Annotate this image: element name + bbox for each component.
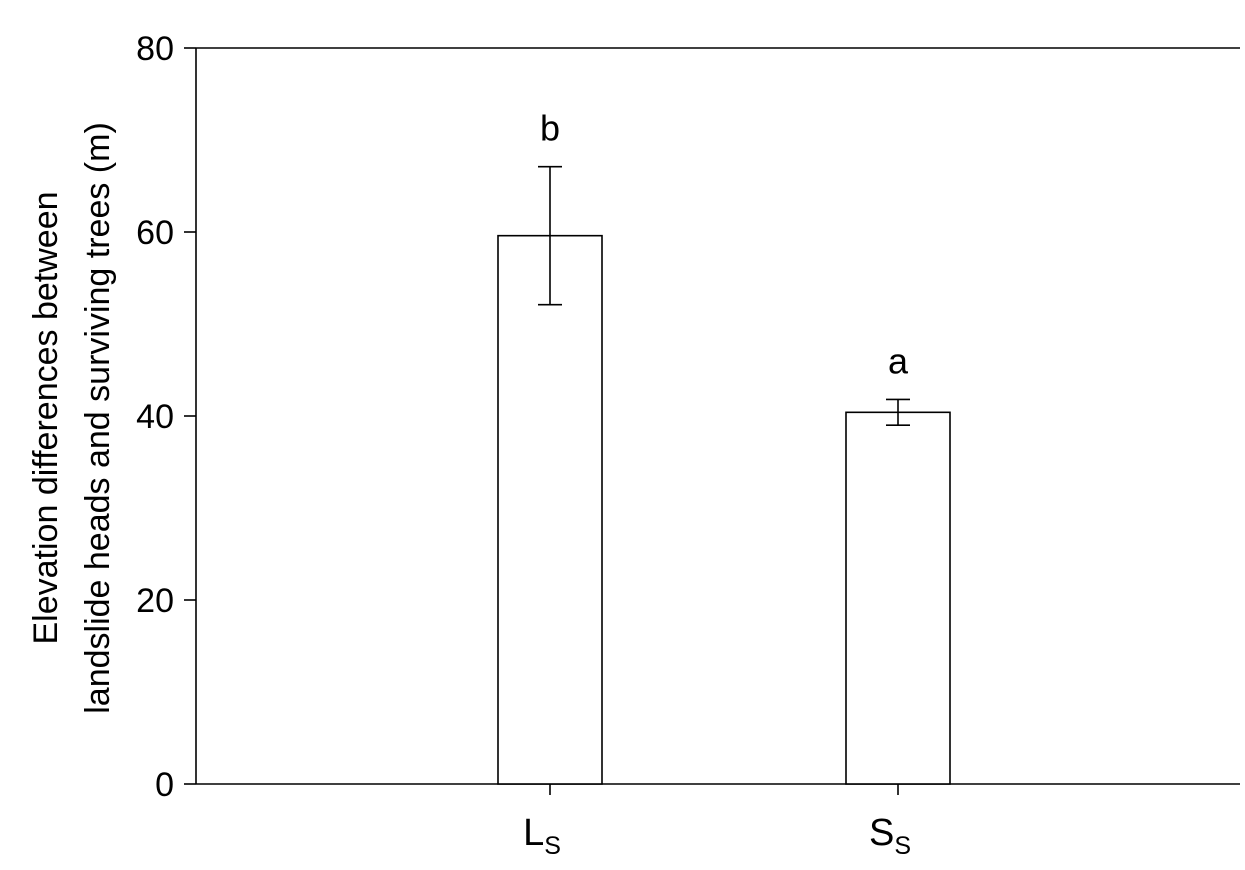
plot-area: 0 20 40 60 80 b LS a SS bbox=[136, 30, 1240, 860]
bar-SS bbox=[845, 411, 951, 785]
y-tick-label-80: 80 bbox=[136, 30, 174, 68]
x-tick-label-LS: LS bbox=[523, 812, 561, 860]
y-tick-label-0: 0 bbox=[155, 766, 174, 804]
y-tick-label-20: 20 bbox=[136, 582, 174, 620]
y-axis-label-line-2: landslide heads and surviving trees (m) bbox=[79, 122, 117, 714]
bar-LS bbox=[497, 234, 603, 785]
y-tick-label-60: 60 bbox=[136, 214, 174, 252]
significance-label-LS: b bbox=[540, 108, 560, 149]
x-tick-label-SS: SS bbox=[869, 812, 911, 860]
significance-label-SS: a bbox=[888, 340, 909, 381]
y-axis-label-line-1: Elevation differences between bbox=[27, 191, 65, 644]
y-tick-label-40: 40 bbox=[136, 398, 174, 436]
